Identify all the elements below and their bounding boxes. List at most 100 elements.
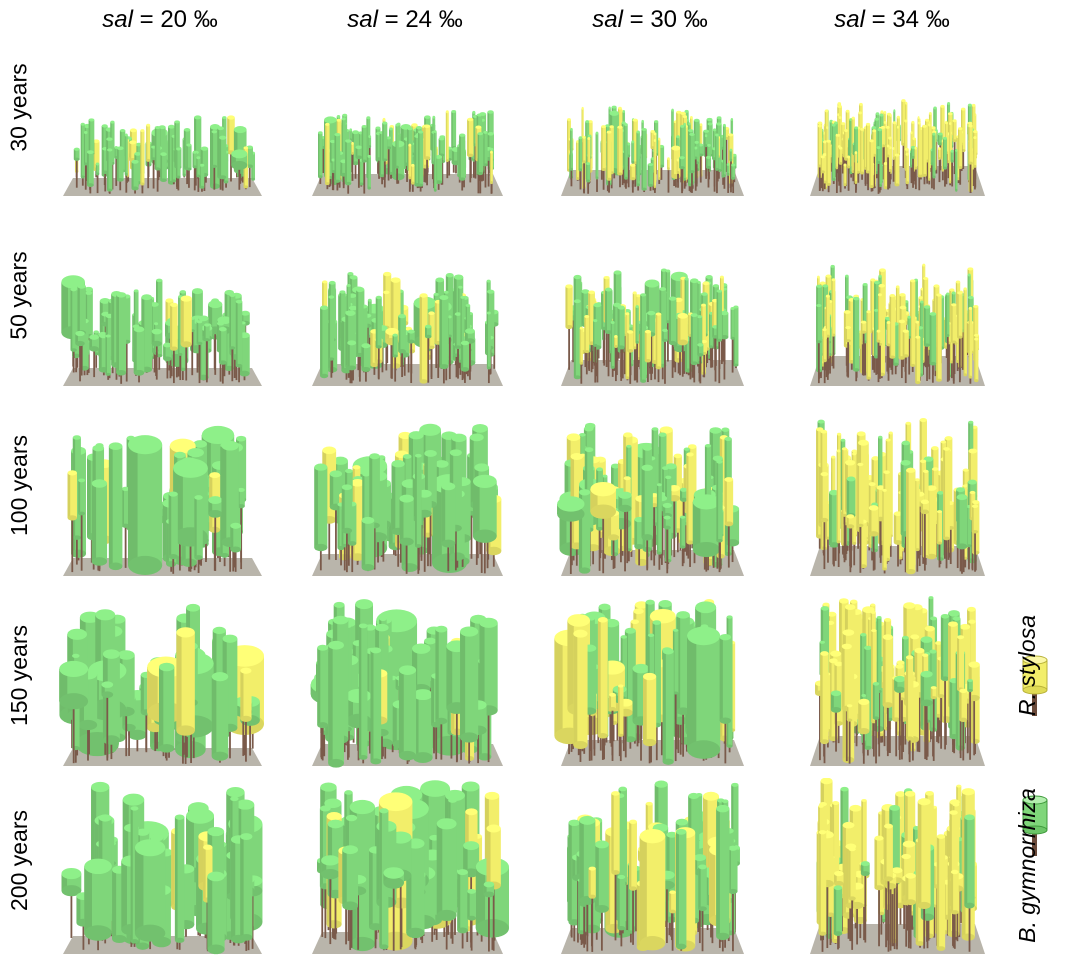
forest-panel — [545, 590, 760, 770]
b-gymnorrhiza-tree — [434, 130, 437, 192]
r-stylosa-tree — [843, 163, 846, 188]
r-stylosa-tree — [826, 140, 831, 192]
forest-panel — [790, 210, 1005, 390]
forest-stand-scene — [300, 210, 515, 390]
forest-panel — [545, 20, 760, 200]
forest-panel — [790, 778, 1005, 958]
r-stylosa-tree — [573, 630, 587, 762]
forest-panel — [300, 590, 515, 770]
b-gymnorrhiza-tree — [212, 672, 228, 763]
b-gymnorrhiza-tree — [687, 627, 720, 761]
b-gymnorrhiza-tree — [317, 645, 328, 761]
row-label-100-years: 100 years — [2, 390, 36, 580]
r-stylosa-tree — [836, 134, 838, 193]
ground-plane — [312, 364, 503, 386]
r-stylosa-tree — [936, 294, 942, 382]
r-stylosa-tree — [895, 154, 900, 187]
r-stylosa-tree — [906, 468, 915, 575]
forest-stand-scene — [300, 778, 515, 958]
b-gymnorrhiza-tree — [853, 297, 859, 381]
r-stylosa-tree — [866, 310, 870, 380]
forest-panel — [790, 590, 1005, 770]
b-gymnorrhiza-tree — [207, 872, 224, 955]
forest-panel — [300, 20, 515, 200]
r-stylosa-tree — [964, 287, 967, 376]
r-stylosa-tree — [420, 293, 428, 383]
b-gymnorrhiza-tree — [103, 649, 120, 759]
r-stylosa-tree — [677, 159, 680, 188]
b-gymnorrhiza-tree — [832, 124, 836, 184]
b-gymnorrhiza-tree — [159, 663, 174, 761]
legend-label-b-gymnorrhiza: B. gymnorrhiza — [1010, 765, 1044, 965]
b-gymnorrhiza-tree — [132, 160, 139, 194]
b-gymnorrhiza-tree — [437, 818, 457, 949]
forest-stand-scene — [790, 590, 1005, 770]
row-label-200-years: 200 years — [2, 765, 36, 955]
forest-panel — [545, 778, 760, 958]
r-stylosa-tree — [565, 284, 572, 370]
forest-panel — [790, 20, 1005, 200]
b-gymnorrhiza-tree — [105, 334, 110, 379]
row-label-30-years: 30 years — [2, 12, 36, 202]
b-gymnorrhiza-tree — [320, 305, 328, 378]
b-gymnorrhiza-tree — [362, 517, 375, 571]
b-gymnorrhiza-tree — [334, 133, 340, 191]
forest-stand-scene — [55, 400, 270, 580]
r-stylosa-tree — [658, 138, 660, 184]
row-label-text: 100 years — [6, 434, 33, 535]
forest-panel — [545, 400, 760, 580]
b-gymnorrhiza-tree — [116, 292, 126, 384]
b-gymnorrhiza-tree — [175, 815, 184, 950]
b-gymnorrhiza-tree — [359, 623, 368, 763]
b-gymnorrhiza-tree — [328, 641, 344, 768]
forest-stand-scene — [300, 590, 515, 770]
r-stylosa-tree — [467, 118, 473, 183]
r-stylosa-tree — [860, 128, 864, 180]
forest-stand-scene — [55, 20, 270, 200]
forest-stand-scene — [545, 210, 760, 390]
b-gymnorrhiza-tree — [399, 665, 416, 764]
row-label-text: 150 years — [6, 624, 33, 725]
row-label-150-years: 150 years — [2, 580, 36, 770]
forest-stand-scene — [300, 400, 515, 580]
row-label-text: 30 years — [6, 63, 33, 151]
forest-stand-scene — [545, 778, 760, 958]
forest-panel — [300, 400, 515, 580]
r-stylosa-tree — [869, 139, 873, 191]
b-gymnorrhiza-tree — [160, 152, 167, 182]
b-gymnorrhiza-tree — [318, 131, 323, 184]
forest-panel — [300, 210, 515, 390]
b-gymnorrhiza-tree — [370, 647, 381, 764]
b-gymnorrhiza-tree — [367, 155, 370, 190]
b-gymnorrhiza-tree — [109, 442, 122, 570]
b-gymnorrhiza-tree — [636, 131, 639, 191]
row-label-text: 200 years — [6, 809, 33, 910]
forest-stand-scene — [790, 778, 1005, 958]
forest-stand-scene — [545, 590, 760, 770]
forest-panel — [55, 400, 270, 580]
forest-panel — [55, 590, 270, 770]
b-gymnorrhiza-tree — [92, 479, 107, 571]
r-stylosa-tree — [819, 830, 827, 952]
r-stylosa-tree — [928, 123, 930, 184]
b-gymnorrhiza-tree — [240, 833, 252, 951]
r-stylosa-tree — [906, 153, 909, 189]
forest-panel — [300, 778, 515, 958]
b-gymnorrhiza-tree — [107, 148, 112, 193]
r-stylosa-tree — [882, 489, 886, 574]
forest-panel — [55, 210, 270, 390]
r-stylosa-tree — [893, 147, 895, 182]
forest-stand-scene — [55, 590, 270, 770]
r-stylosa-tree — [937, 834, 945, 951]
forest-panel — [55, 778, 270, 958]
r-stylosa-tree — [140, 129, 144, 193]
b-gymnorrhiza-tree — [663, 648, 674, 765]
forest-stand-scene — [545, 20, 760, 200]
forest-panel — [55, 20, 270, 200]
b-gymnorrhiza-tree — [716, 805, 729, 952]
b-gymnorrhiza-tree — [676, 829, 686, 951]
forest-stand-scene — [545, 400, 760, 580]
b-gymnorrhiza-tree — [624, 123, 628, 189]
forest-stand-scene — [55, 778, 270, 958]
b-gymnorrhiza-tree — [84, 859, 112, 951]
